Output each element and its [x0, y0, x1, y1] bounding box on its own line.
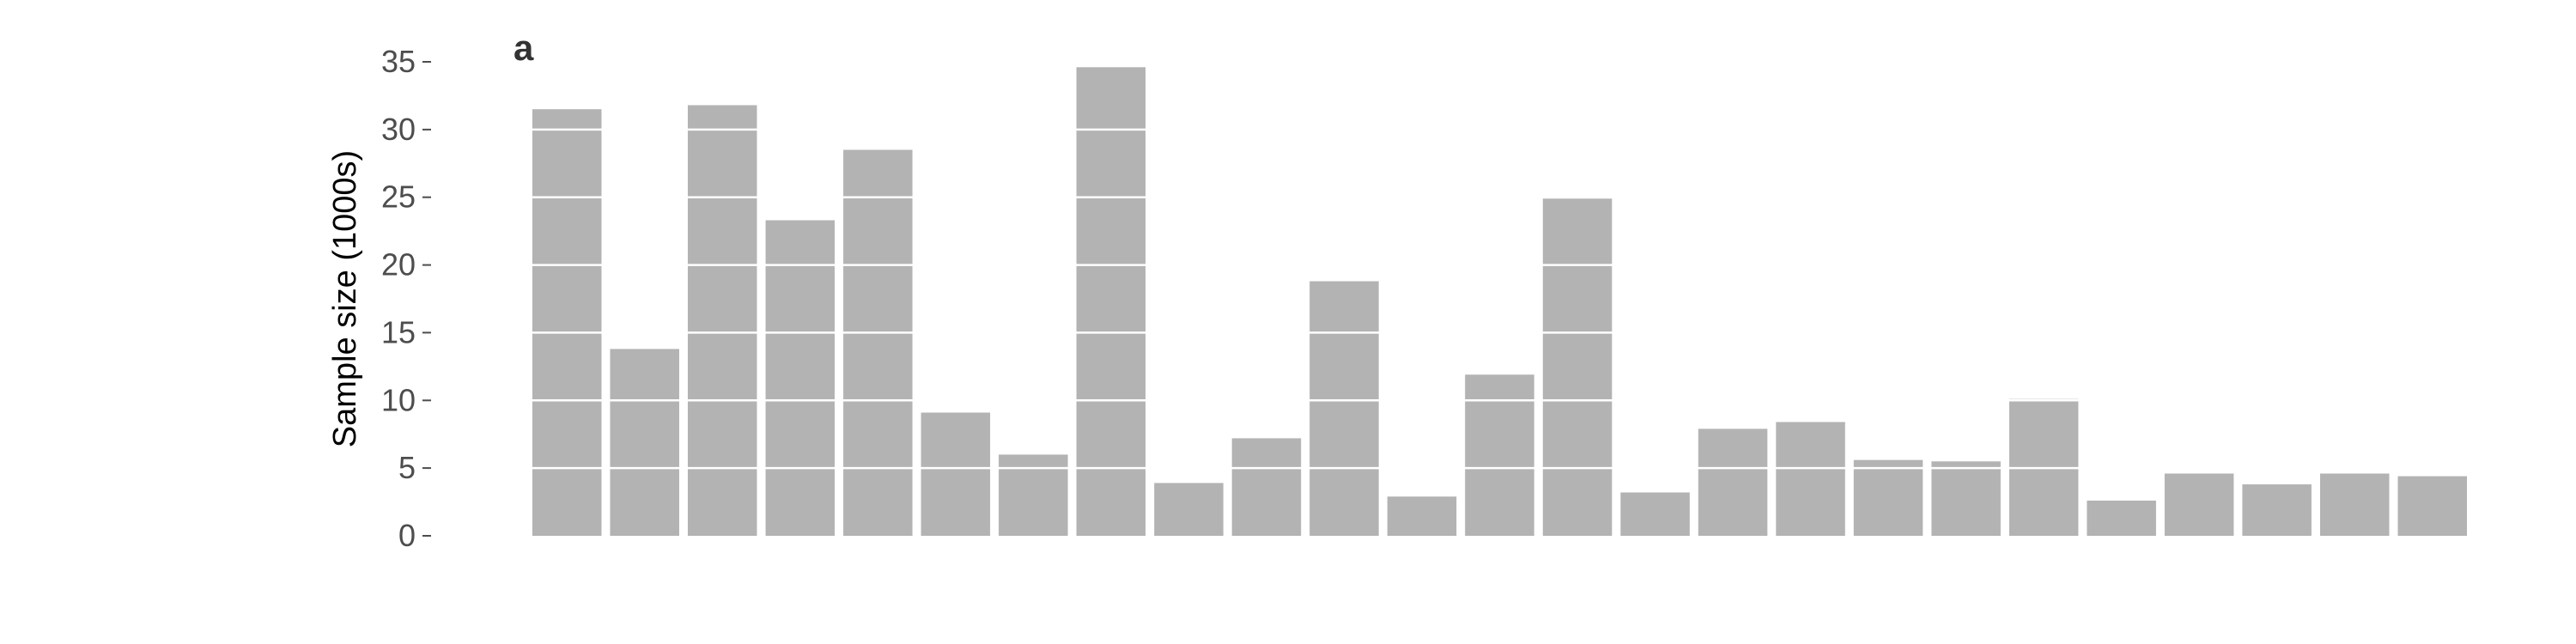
- bar: [1076, 67, 1146, 537]
- bar: [2164, 473, 2234, 536]
- bar: [1387, 496, 1457, 536]
- bar: [920, 412, 991, 536]
- bar: [1465, 374, 1534, 536]
- bar: [2397, 476, 2467, 536]
- y-tick-label: 0: [398, 518, 416, 553]
- y-tick-label: 15: [381, 314, 416, 349]
- bar: [1542, 198, 1613, 537]
- bar: [1620, 492, 1690, 536]
- y-tick-label: 20: [381, 247, 416, 283]
- bar: [610, 349, 679, 536]
- bar: [2320, 473, 2390, 536]
- bar: [688, 105, 757, 536]
- bars-group: [532, 67, 2467, 537]
- y-tick-label: 25: [381, 179, 416, 215]
- y-tick-label: 10: [381, 382, 416, 417]
- y-tick-label: 5: [398, 450, 416, 485]
- y-tick-label: 30: [381, 112, 416, 147]
- panel-label: a: [513, 27, 534, 68]
- bar: [1853, 459, 1923, 536]
- bar: [765, 220, 835, 536]
- bar: [1309, 281, 1379, 536]
- y-axis-title: Sample size (1000s): [327, 150, 363, 447]
- bar: [1154, 483, 1224, 536]
- bar: [2242, 484, 2312, 536]
- bar: [2087, 501, 2156, 536]
- bar: [1931, 461, 2001, 536]
- y-tick-label: 35: [381, 44, 416, 79]
- y-axis: 0 5 10 15 20 25 30 35: [381, 44, 431, 553]
- bar: [532, 109, 602, 536]
- bar: [1776, 422, 1845, 536]
- bar: [1231, 438, 1302, 536]
- bar: [999, 454, 1068, 536]
- bar: [1698, 428, 1768, 536]
- bar: [843, 149, 913, 536]
- gridlines-group: [528, 60, 2471, 470]
